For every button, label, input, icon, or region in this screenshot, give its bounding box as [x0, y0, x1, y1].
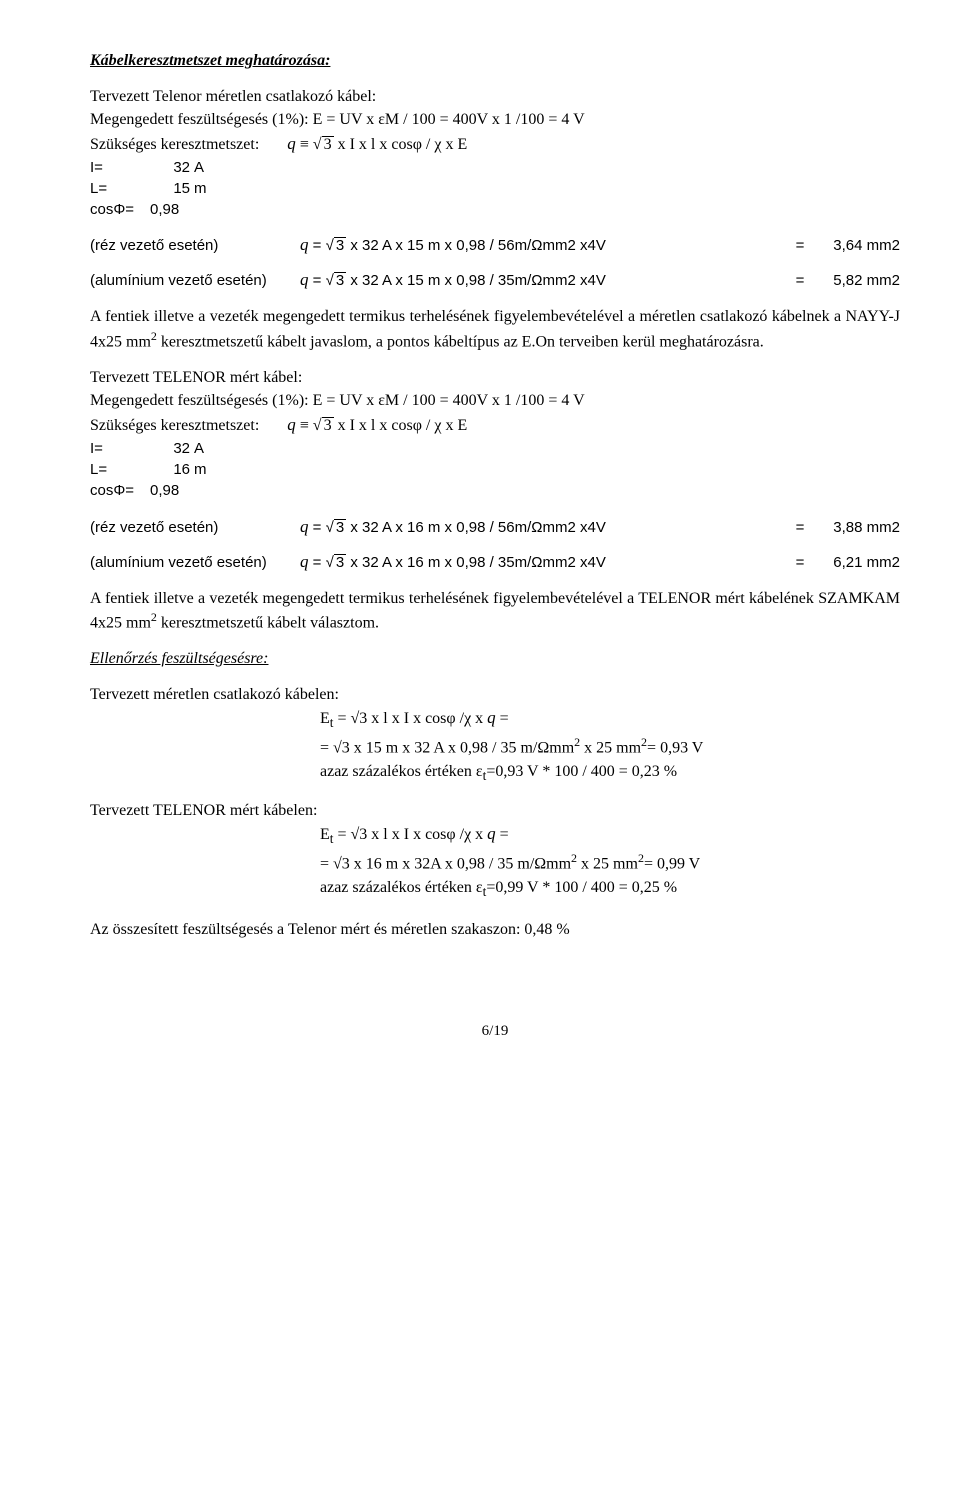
- formula-expr: q ≡ √3 x I x l x cosφ / χ x E: [287, 133, 467, 156]
- p3-line2: Megengedett feszültségesés (1%): E = UV …: [90, 390, 900, 412]
- calc2-aluminium: (alumínium vezető esetén) q = √3 x 32 A …: [90, 551, 900, 574]
- formula-expr-2: q ≡ √3 x I x l x cosφ / χ x E: [287, 414, 467, 437]
- vars-1: I=32A L=15m cosΦ=0,98: [90, 158, 900, 221]
- page-number: 6/19: [90, 1021, 900, 1041]
- t-line2: = √3 x 16 m x 32A x 0,98 / 35 m/Ωmm2 x 2…: [320, 850, 900, 875]
- calc1-aluminium: (alumínium vezető esetén) q = √3 x 32 A …: [90, 269, 900, 292]
- t-line3: azaz százalékos értéken εt=0,99 V * 100 …: [320, 877, 900, 901]
- formula-2: Szükséges keresztmetszet: q ≡ √3 x I x l…: [90, 414, 900, 437]
- formula-label: Szükséges keresztmetszet:: [90, 134, 259, 156]
- vars-2: I=32A L=16m cosΦ=0,98: [90, 439, 900, 502]
- t-title: Tervezett TELENOR mért kábelen:: [90, 800, 900, 822]
- calc2-copper: (réz vezető esetén) q = √3 x 32 A x 16 m…: [90, 516, 900, 539]
- formula-label-2: Szükséges keresztmetszet:: [90, 415, 259, 437]
- p1-line1: Tervezett Telenor méretlen csatlakozó ká…: [90, 86, 900, 108]
- p3-line1: Tervezett TELENOR mért kábel:: [90, 367, 900, 389]
- p1-line2: Megengedett feszültségesés (1%): E = UV …: [90, 109, 900, 131]
- calc1-copper: (réz vezető esetén) q = √3 x 32 A x 15 m…: [90, 234, 900, 257]
- p2: A fentiek illetve a vezeték megengedett …: [90, 306, 900, 353]
- ell-title: Ellenőrzés feszültségesésre:: [90, 648, 900, 670]
- m-line3: azaz százalékos értéken εt=0,93 V * 100 …: [320, 761, 900, 785]
- section-title: Kábelkeresztmetszet meghatározása:: [90, 50, 900, 72]
- formula-1: Szükséges keresztmetszet: q ≡ √3 x I x l…: [90, 133, 900, 156]
- m-line1: Et = √3 x l x I x cosφ /χ x q =: [320, 707, 900, 732]
- m-title: Tervezett méretlen csatlakozó kábelen:: [90, 684, 900, 706]
- p4: A fentiek illetve a vezeték megengedett …: [90, 588, 900, 635]
- m-line2: = √3 x 15 m x 32 A x 0,98 / 35 m/Ωmm2 x …: [320, 734, 900, 759]
- t-line1: Et = √3 x l x I x cosφ /χ x q =: [320, 823, 900, 848]
- summary: Az összesített feszültségesés a Telenor …: [90, 919, 900, 941]
